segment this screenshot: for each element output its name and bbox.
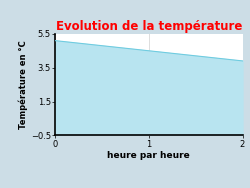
Title: Evolution de la température: Evolution de la température (56, 20, 242, 33)
X-axis label: heure par heure: heure par heure (108, 151, 190, 160)
Y-axis label: Température en °C: Température en °C (18, 40, 28, 129)
